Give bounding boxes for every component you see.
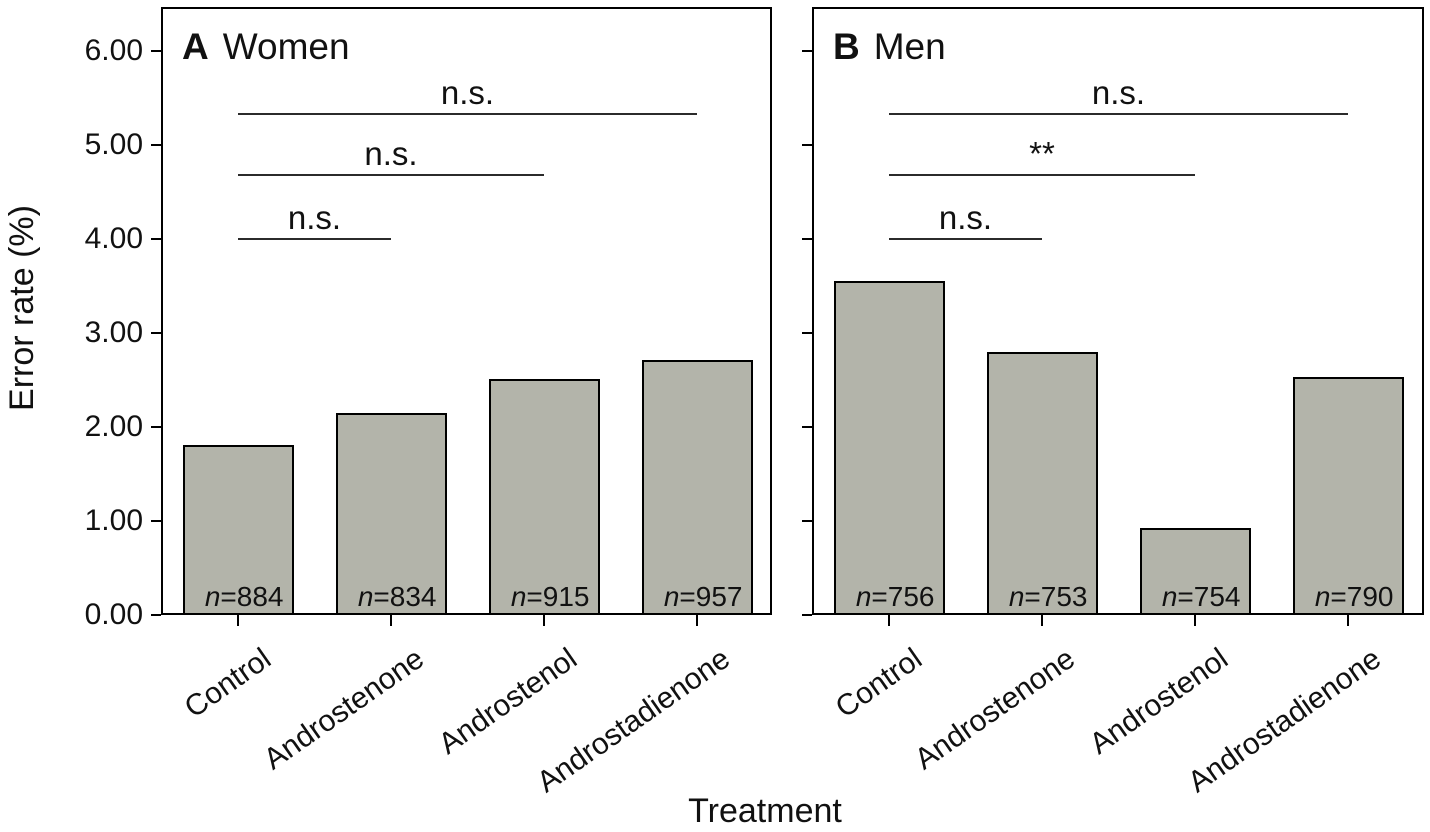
panel-a-y-tick: [151, 426, 161, 428]
panel-b-bar-count-label: n=756: [855, 581, 935, 612]
panel-b-bar-control: [833, 281, 945, 615]
panel-b-y-tick: [802, 144, 812, 146]
y-tick-label: 3.00: [84, 316, 143, 349]
panel-b-y-tick: [802, 238, 812, 240]
panel-a-significance-label: n.s.: [440, 73, 495, 111]
panel-b-y-tick: [802, 332, 812, 334]
y-tick-label: 0.00: [84, 598, 143, 631]
n-symbol: n: [204, 581, 221, 612]
panel-a-bar-androstenone: [335, 412, 447, 615]
panel-b-bar-androstadienone: [1292, 377, 1404, 615]
panel-b-y-tick: [802, 520, 812, 522]
panel-a-bar-control: [182, 444, 294, 615]
panel-b-bar-count-label: n=753: [1008, 581, 1088, 612]
panel-a-y-tick: [151, 144, 161, 146]
panel-a-significance-line: [238, 112, 697, 115]
panel-a-title-text: Women: [222, 26, 350, 67]
y-tick-label: 6.00: [84, 34, 143, 67]
panel-a-y-tick: [151, 50, 161, 52]
panel-b-title-text: Men: [873, 26, 946, 67]
panel-b-significance-line: [889, 238, 1042, 240]
x-axis-label: Treatment: [688, 792, 842, 830]
panel-a-significance-label: n.s.: [364, 135, 418, 173]
panel-b-bar-androstenol: [1139, 527, 1251, 615]
panel-b-bar-count-label: n=754: [1161, 581, 1241, 612]
panel-b-letter: B: [833, 26, 860, 67]
n-symbol: n: [357, 581, 374, 612]
panel-a-y-tick: [151, 614, 161, 616]
panel-b-y-tick: [802, 426, 812, 428]
panel-a-x-tick: [390, 615, 392, 626]
panel-a-bar-androstadienone: [641, 360, 753, 615]
n-symbol: n: [510, 581, 527, 612]
panel-a-bar-androstenol: [488, 379, 600, 615]
panel-a-bar-count-label: n=884: [204, 581, 284, 612]
n-symbol: n: [1161, 581, 1178, 612]
panel-b-bar-androstenone: [986, 351, 1098, 615]
panel-b-significance-line: [889, 112, 1348, 115]
panel-b-significance-label: n.s.: [938, 199, 993, 236]
n-symbol: n: [855, 581, 872, 612]
panel-a-title: A Women: [182, 26, 350, 68]
panel-a-y-tick: [151, 332, 161, 334]
panel-a-significance-label: n.s.: [287, 199, 342, 236]
panel-a-letter: A: [182, 26, 209, 67]
panel-a-y-tick: [151, 520, 161, 522]
panel-b-significance-line: [889, 174, 1195, 177]
panel-b-y-tick: [802, 50, 812, 52]
panel-b-y-tick: [802, 614, 812, 616]
n-symbol: n: [1314, 581, 1331, 612]
panel-b-significance-label: **: [1029, 135, 1055, 173]
panel-b-bar-count-label: n=790: [1314, 581, 1394, 612]
y-tick-label: 4.00: [84, 222, 143, 255]
panel-a-x-tick: [543, 615, 545, 626]
panel-a-significance-line: [238, 238, 391, 240]
y-tick-label: 2.00: [84, 410, 143, 443]
panel-b-x-tick: [1194, 615, 1196, 626]
panel-b-x-tick: [1041, 615, 1043, 626]
n-symbol: n: [1008, 581, 1025, 612]
panel-a-bar-count-label: n=915: [510, 581, 590, 612]
y-tick-label: 1.00: [84, 504, 143, 537]
panel-a-significance-line: [238, 174, 544, 177]
panel-b-significance-label: n.s.: [1091, 73, 1146, 111]
panel-a-y-tick: [151, 238, 161, 240]
panel-b-x-tick: [1347, 615, 1349, 626]
y-axis-label: Error rate (%): [3, 205, 41, 411]
panel-a-x-tick: [696, 615, 698, 626]
panel-a-bar-count-label: n=834: [357, 581, 437, 612]
panel-a-bar-count-label: n=957: [663, 581, 743, 612]
y-tick-label: 5.00: [84, 128, 143, 161]
panel-b-title: B Men: [833, 26, 946, 68]
panel-b-x-tick: [888, 615, 890, 626]
n-symbol: n: [663, 581, 680, 612]
panel-a-x-tick: [237, 615, 239, 626]
